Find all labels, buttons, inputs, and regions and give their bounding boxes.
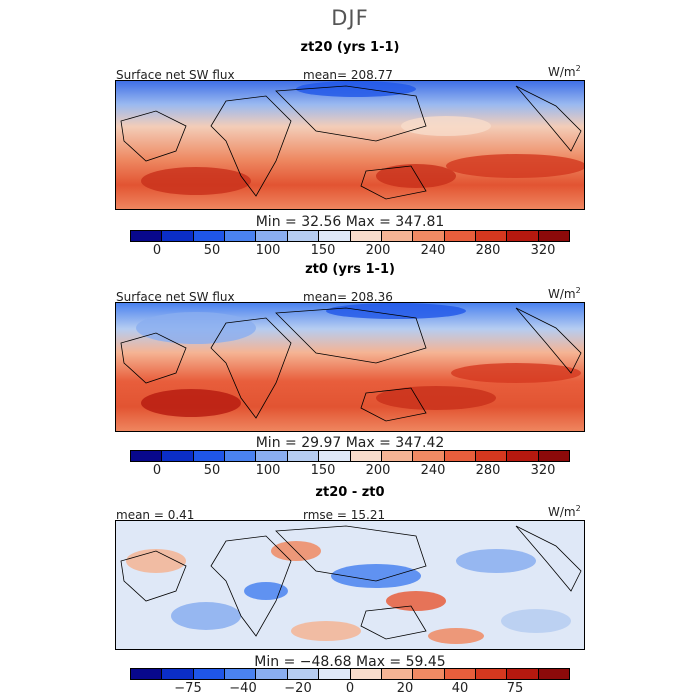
colorbar-tick: −75 bbox=[174, 681, 202, 696]
colorbar-tick: 150 bbox=[310, 463, 336, 478]
panel1-min-max: Min = 32.56 Max = 347.81 bbox=[255, 214, 445, 230]
panel3-rmse-label: rmse = 15.21 bbox=[303, 508, 386, 522]
panel3-mean-label: mean = 0.41 bbox=[116, 508, 195, 522]
colorbar-tick: 40 bbox=[451, 681, 469, 696]
panel3-colorbar bbox=[130, 668, 570, 680]
colorbar-tick: −20 bbox=[284, 681, 312, 696]
colorbar-tick: 20 bbox=[396, 681, 414, 696]
panel3-min-max: Min = −48.68 Max = 59.45 bbox=[254, 654, 446, 670]
panel2-colorbar-ticks: 0 50 100 150 200 240 280 320 bbox=[0, 463, 700, 479]
panel3-map bbox=[115, 520, 585, 650]
colorbar-tick: 100 bbox=[255, 463, 281, 478]
colorbar-tick: 50 bbox=[203, 243, 221, 258]
colorbar-tick: 150 bbox=[310, 243, 336, 258]
colorbar-tick: 75 bbox=[506, 681, 524, 696]
panel2-min-max: Min = 29.97 Max = 347.42 bbox=[255, 435, 445, 451]
panel2-units: W/m2 bbox=[548, 286, 581, 301]
colorbar-tick: 280 bbox=[475, 243, 501, 258]
panel1-field bbox=[116, 81, 584, 209]
colorbar-tick: 280 bbox=[475, 463, 501, 478]
colorbar-tick: 100 bbox=[255, 243, 281, 258]
panel3-title: zt20 - zt0 bbox=[315, 485, 385, 500]
colorbar-tick: 240 bbox=[420, 243, 446, 258]
panel1-colorbar bbox=[130, 230, 570, 242]
panel3-colorbar-ticks: −75 −40 −20 0 20 40 75 bbox=[0, 681, 700, 697]
panel1-mean-label: mean= 208.77 bbox=[303, 68, 393, 82]
figure-title: DJF bbox=[331, 6, 369, 30]
colorbar-tick: 50 bbox=[203, 463, 221, 478]
panel1-variable-label: Surface net SW flux bbox=[116, 68, 235, 82]
colorbar-tick: 0 bbox=[152, 243, 162, 258]
panel2-mean-label: mean= 208.36 bbox=[303, 290, 393, 304]
panel2-map bbox=[115, 302, 585, 432]
panel2-variable-label: Surface net SW flux bbox=[116, 290, 235, 304]
panel1-map bbox=[115, 80, 585, 210]
panel2-title: zt0 (yrs 1-1) bbox=[305, 262, 395, 277]
panel1-units: W/m2 bbox=[548, 64, 581, 79]
panel3-field bbox=[116, 521, 584, 649]
colorbar-tick: 320 bbox=[530, 463, 556, 478]
colorbar-tick: 320 bbox=[530, 243, 556, 258]
panel1-title: zt20 (yrs 1-1) bbox=[300, 40, 400, 55]
colorbar-tick: 200 bbox=[365, 463, 391, 478]
colorbar-tick: 240 bbox=[420, 463, 446, 478]
colorbar-tick: 0 bbox=[345, 681, 355, 696]
colorbar-tick: 0 bbox=[152, 463, 162, 478]
panel2-colorbar bbox=[130, 450, 570, 462]
panel2-field bbox=[116, 303, 584, 431]
colorbar-tick: 200 bbox=[365, 243, 391, 258]
colorbar-tick: −40 bbox=[229, 681, 257, 696]
panel3-units: W/m2 bbox=[548, 504, 581, 519]
panel1-colorbar-ticks: 0 50 100 150 200 240 280 320 bbox=[0, 243, 700, 259]
